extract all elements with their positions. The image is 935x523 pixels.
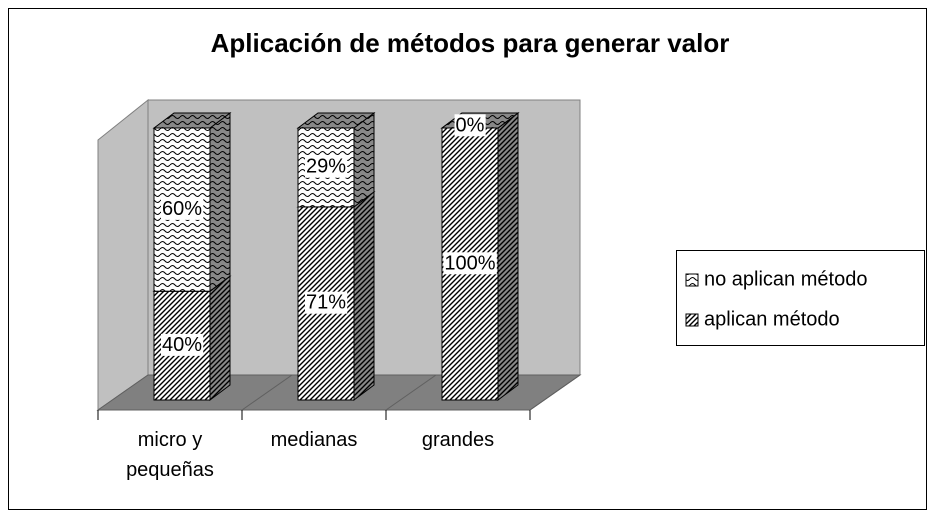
bar-side [209,275,231,401]
value-label: 0% [456,114,485,136]
legend-swatch [685,313,699,327]
x-tick-label: micro y pequeñas [126,429,214,481]
bar-side [353,112,375,208]
value-label-bg [304,291,348,314]
bar-side [209,112,231,293]
value-label-bg [443,252,497,275]
bar-top [296,112,376,129]
chart-title: Aplicación de métodos para generar valor [211,28,730,58]
floor-divider [529,374,581,411]
x-tick-label: grandes [421,429,495,451]
legend-label: aplican método [704,308,840,330]
value-label-bg [454,114,486,137]
floor-divider [385,374,437,411]
bar-side [353,190,375,401]
value-label: 29% [306,156,346,178]
bar-side [497,112,519,401]
value-label: 60% [162,198,202,220]
value-label-bg [304,155,348,178]
value-label-bg [160,197,204,220]
bar-top [152,112,232,129]
value-label: 40% [162,334,202,356]
legend-swatch [685,273,699,287]
floor-divider [241,374,293,411]
x-tick-label: medianas [270,429,358,451]
legend-box [676,250,925,346]
legend-label: no aplican método [704,268,867,290]
value-label-bg [160,333,204,356]
value-label: 100% [444,252,495,274]
side-wall [97,98,149,411]
value-label: 71% [306,292,346,314]
